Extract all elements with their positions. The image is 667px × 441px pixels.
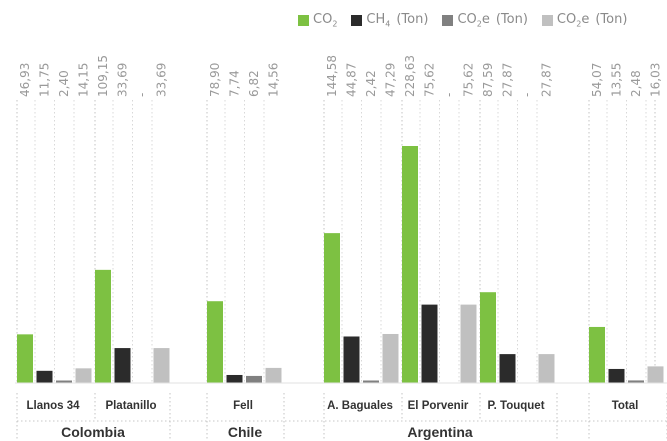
bar-fell-s1 — [207, 301, 223, 383]
bar-llanos-34-s4 — [75, 368, 92, 383]
value-label: 2,40 — [57, 70, 71, 97]
bar-p-touquet-s4 — [538, 354, 555, 383]
value-label: - — [520, 93, 534, 97]
bar-fell-s4 — [265, 367, 282, 383]
value-label: 54,07 — [590, 63, 604, 97]
value-label: 6,82 — [247, 70, 261, 97]
bar-p-touquet-s1 — [480, 292, 496, 383]
bar-a-baguales-s3 — [363, 380, 379, 383]
value-label: 14,15 — [77, 63, 91, 97]
value-label: 2,48 — [629, 70, 643, 97]
bar-total-s1 — [589, 326, 605, 383]
bar-llanos-34-s3 — [56, 380, 72, 383]
bar-total-s3 — [628, 380, 644, 383]
site-label: Llanos 34 — [26, 400, 80, 412]
value-label: 11,75 — [38, 63, 52, 97]
chart-legend: CO2 CH4 (Ton) CO2e (Ton) CO2e (Ton) — [298, 12, 641, 29]
site-label: P. Touquet — [487, 400, 544, 412]
bar-fell-s3 — [246, 375, 262, 383]
value-label: 47,29 — [384, 63, 398, 97]
value-label: 14,56 — [267, 63, 281, 97]
value-label: 33,69 — [116, 63, 130, 97]
legend-item-co2: CO2 — [298, 12, 337, 29]
legend-item-co2e-light: CO2e (Ton) — [541, 12, 628, 29]
country-label: Colombia — [61, 424, 125, 440]
value-label: - — [135, 93, 149, 97]
site-label: Platanillo — [105, 400, 156, 412]
value-label: 44,87 — [345, 63, 359, 97]
legend-label-co2: CO2 — [313, 12, 338, 29]
value-label: 2,42 — [364, 70, 378, 97]
bar-platanillo-s4 — [153, 348, 170, 383]
country-label: Argentina — [407, 424, 473, 440]
value-label: 33,69 — [155, 63, 169, 97]
legend-swatch-ch4 — [351, 14, 363, 26]
legend-label-co2e-light: CO2e (Ton) — [556, 12, 628, 29]
bar-total-s4 — [647, 366, 664, 383]
bar-a-baguales-s2 — [343, 336, 360, 383]
bar-platanillo-s1 — [95, 269, 111, 383]
country-label: Chile — [228, 424, 262, 440]
bar-fell-s2 — [226, 374, 243, 383]
legend-item-co2e-dark: CO2e (Ton) — [442, 12, 528, 29]
value-label: 87,59 — [481, 63, 495, 97]
value-label: 7,74 — [228, 70, 242, 97]
value-label: 27,87 — [540, 63, 554, 97]
bar-total-s2 — [608, 368, 625, 383]
value-label: 78,90 — [208, 63, 222, 97]
legend-swatch-co2e-dark — [442, 14, 454, 26]
legend-swatch-co2 — [298, 14, 309, 26]
legend-swatch-co2e-light — [541, 14, 553, 26]
legend-label-ch4: CH4 (Ton) — [366, 12, 429, 29]
bar-a-baguales-s4 — [382, 333, 399, 383]
bar-a-baguales-s1 — [324, 233, 340, 383]
value-label: 109,15 — [96, 55, 110, 97]
bar-p-touquet-s2 — [499, 354, 516, 383]
bar-el-porvenir-s4 — [460, 304, 477, 383]
bar-llanos-34-s1 — [17, 334, 33, 383]
value-label: 75,62 — [423, 63, 437, 97]
site-label: A. Baguales — [327, 400, 393, 412]
value-label: - — [442, 93, 456, 97]
value-label: 75,62 — [462, 63, 476, 97]
value-label: 13,55 — [610, 63, 624, 97]
site-label: Fell — [233, 400, 253, 412]
bar-el-porvenir-s1 — [402, 146, 418, 383]
value-label: 144,58 — [325, 55, 339, 97]
bar-el-porvenir-s2 — [421, 304, 438, 383]
legend-label-co2e-dark: CO2e (Ton) — [457, 12, 528, 29]
bar-llanos-34-s2 — [36, 370, 53, 383]
value-label: 46,93 — [18, 63, 32, 97]
value-label: 228,63 — [403, 55, 417, 97]
value-label: 16,03 — [649, 63, 663, 97]
value-label: 27,87 — [501, 63, 515, 97]
site-label: El Porvenir — [408, 400, 469, 412]
bar-platanillo-s2 — [114, 348, 131, 383]
site-label: Total — [612, 400, 639, 412]
legend-item-ch4: CH4 (Ton) — [351, 12, 428, 29]
